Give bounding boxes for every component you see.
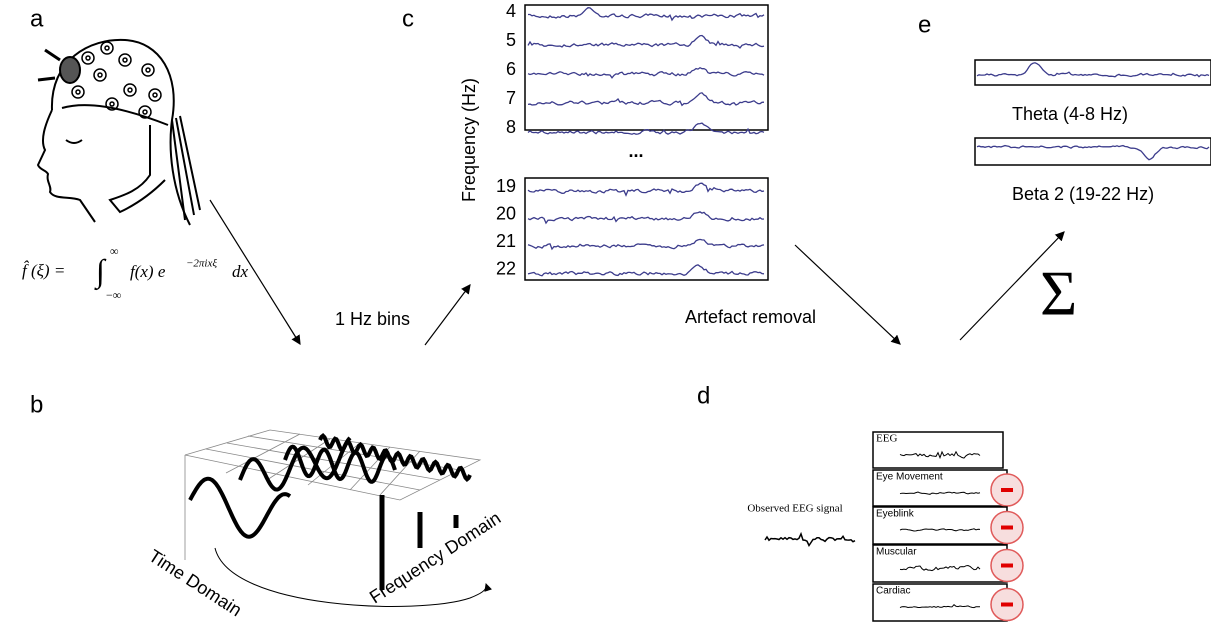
row-label: 20: [496, 203, 516, 223]
domain-plot: [184, 429, 482, 560]
signal-trace: [527, 92, 765, 107]
head-illustration: [36, 38, 201, 226]
signal-trace: [527, 122, 765, 135]
row-label: 22: [496, 258, 516, 278]
formula-dx: dx: [232, 262, 249, 281]
panel-label: c: [402, 5, 414, 32]
component-trace: [899, 564, 981, 572]
signal-trace: [527, 182, 765, 197]
signal-trace: [527, 34, 765, 49]
band-trace: [976, 62, 1210, 78]
panel-label: e: [918, 11, 931, 38]
band-box: [974, 137, 1211, 166]
sum-symbol: Σ: [1040, 258, 1077, 329]
signal-box: [524, 4, 769, 131]
observed-label: Observed EEG signal: [747, 503, 842, 515]
subtract-icon: [1001, 602, 1013, 607]
panel-label: d: [697, 382, 710, 409]
wave: [318, 433, 472, 482]
formula-integrand: f(x) e: [130, 262, 166, 281]
subtract-icon: [1001, 525, 1013, 530]
component-trace: [899, 491, 981, 495]
row-label: 19: [496, 176, 516, 196]
domain-label: Time Domain: [145, 546, 245, 621]
component-label: Cardiac: [876, 586, 910, 597]
formula-upper: ∞: [110, 244, 119, 258]
curved-arrow: [214, 547, 493, 607]
component-label: EEG: [876, 433, 897, 445]
waveforms: [188, 433, 472, 590]
component-label: Eye Movement: [876, 472, 943, 483]
wave: [238, 436, 352, 492]
row-label: 6: [506, 59, 516, 79]
row-label: 7: [506, 88, 516, 108]
signal-trace: [527, 238, 765, 251]
row-label: 4: [506, 1, 516, 21]
signal-trace: [527, 211, 765, 225]
subtract-icon: [1001, 488, 1013, 492]
ellipsis: ...: [628, 141, 643, 161]
row-label: 21: [496, 231, 516, 251]
component-box: [872, 431, 1004, 469]
component-trace: [899, 604, 981, 609]
domain-label: Frequency Domain: [366, 508, 504, 608]
band-box: [974, 59, 1211, 86]
fourier-formula: f̂ (ξ) = ∫ ∞ −∞ f(x) e −2πixξ dx: [22, 244, 249, 302]
step-label: Artefact removal: [685, 307, 816, 327]
signal-trace: [527, 264, 765, 277]
formula-integral: ∫: [94, 252, 107, 290]
arrows: [209, 199, 1065, 346]
formula-lower: −∞: [106, 288, 121, 302]
component-label: Muscular: [876, 547, 917, 558]
row-label: 5: [506, 30, 516, 50]
wave: [283, 444, 397, 484]
formula-exponent: −2πixξ: [186, 258, 217, 270]
band-label: Beta 2 (19-22 Hz): [1012, 184, 1154, 204]
axis-label: Frequency (Hz): [459, 78, 479, 202]
wave: [188, 476, 292, 539]
observed-trace: [764, 531, 856, 548]
signal-trace: [527, 66, 765, 79]
row-label: 8: [506, 117, 516, 137]
component-trace: [899, 450, 981, 460]
component-label: Eyeblink: [876, 509, 915, 520]
panel-label: a: [30, 5, 44, 32]
component-trace: [899, 528, 981, 532]
band-trace: [976, 144, 1210, 161]
step-label: 1 Hz bins: [335, 309, 410, 329]
signal-box: [524, 177, 769, 281]
band-label: Theta (4-8 Hz): [1012, 104, 1128, 124]
formula-lhs: f̂ (ξ) =: [22, 260, 65, 280]
subtract-icon: [1001, 563, 1013, 568]
panel-label: b: [30, 391, 43, 418]
signal-trace: [528, 7, 765, 22]
